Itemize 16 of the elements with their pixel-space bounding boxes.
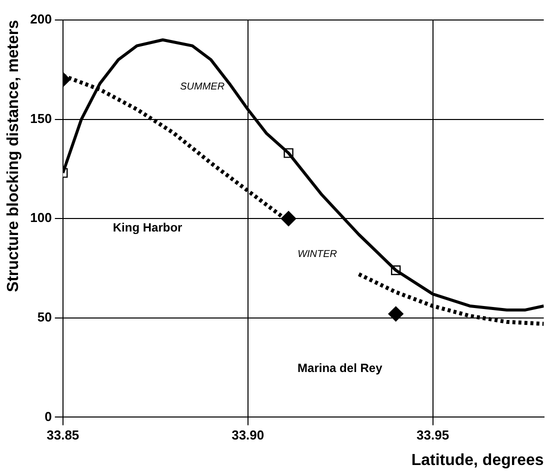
- y-tick-label: 50: [37, 309, 52, 324]
- x-tick-label: 33.95: [416, 428, 450, 443]
- y-axis-title: Structure blocking distance, meters: [5, 20, 22, 292]
- point: [388, 306, 404, 322]
- point: [280, 211, 296, 226]
- y-tick-label: 200: [30, 12, 52, 27]
- x-tick-label: 33.85: [46, 428, 80, 443]
- annotation: King Harbor: [112, 220, 183, 234]
- annotation: WINTER: [298, 249, 338, 260]
- x-axis-title: Latitude, degrees: [411, 452, 544, 469]
- y-tick-label: 0: [44, 408, 52, 424]
- x-tick-label: 33.90: [232, 428, 264, 443]
- annotation: Marina del Rey: [298, 361, 383, 376]
- annotation: SUMMER: [180, 82, 225, 93]
- y-tick-label: 100: [30, 210, 52, 226]
- y-tick-label: 150: [30, 110, 52, 126]
